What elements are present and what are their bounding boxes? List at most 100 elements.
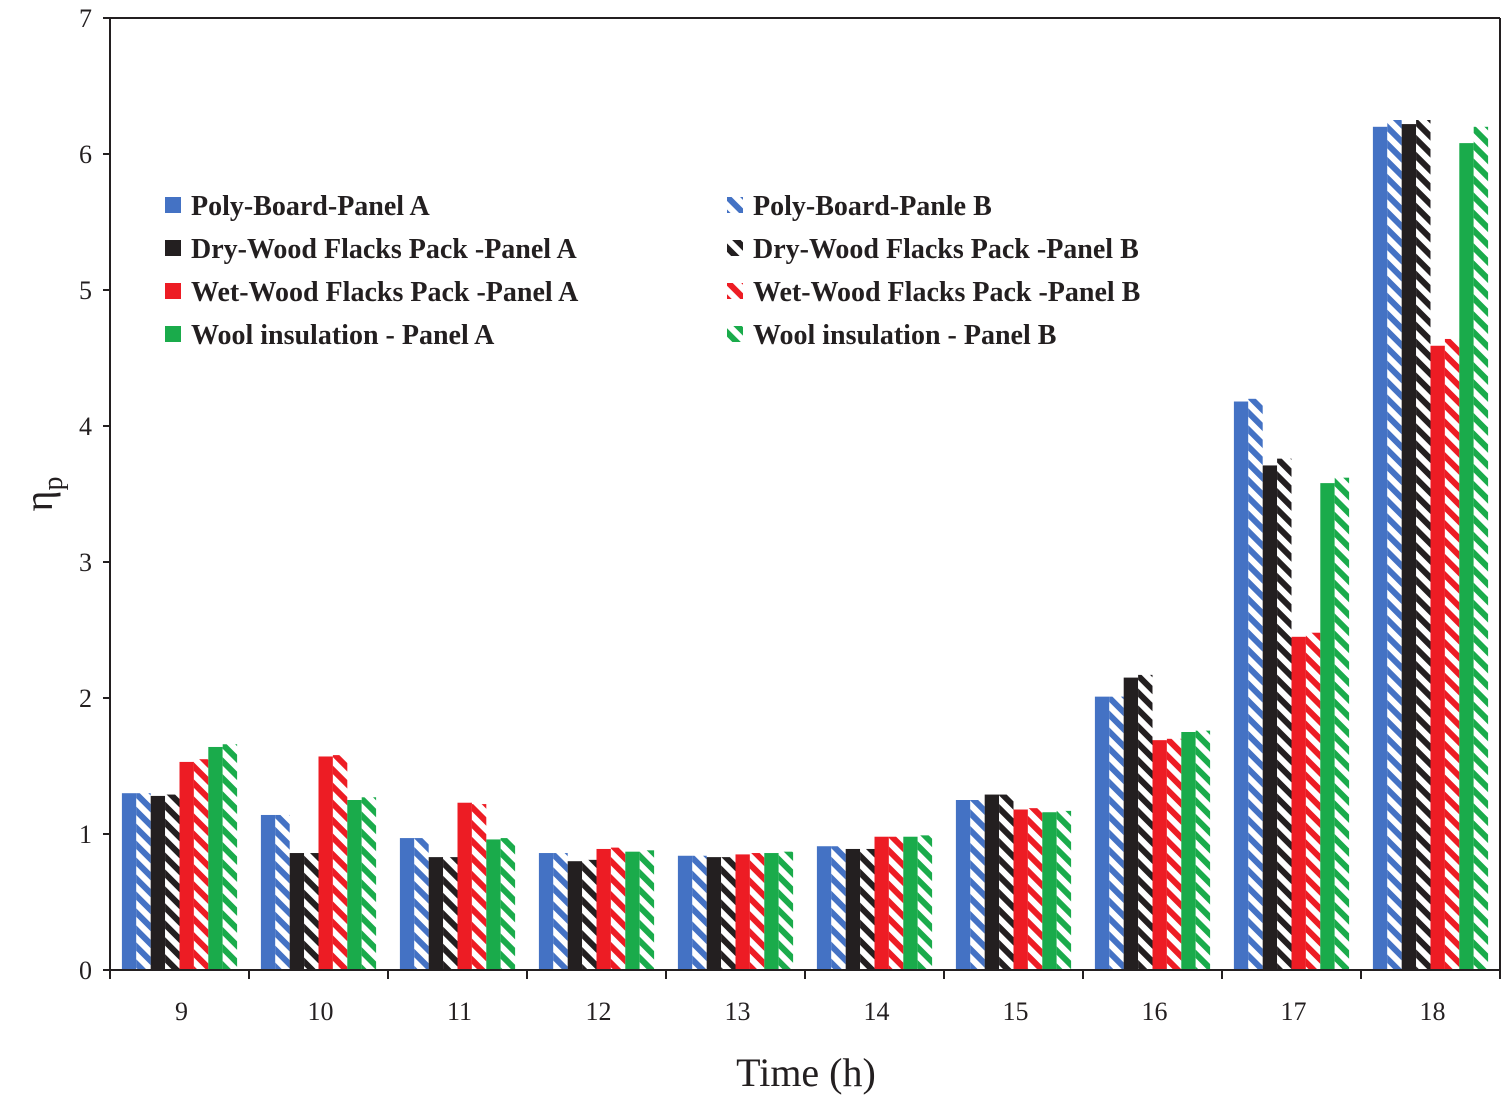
bar-13-series-5 — [735, 854, 750, 970]
bar-16-series-3 — [1123, 677, 1139, 970]
legend-label: Dry-Wood Flacks Pack -Panel A — [191, 234, 578, 265]
y-tick-label: 0 — [79, 956, 92, 985]
bar-12-series-3 — [567, 861, 583, 970]
bar-17-series-4 — [1277, 458, 1292, 970]
bar-14-series-5 — [874, 836, 889, 970]
bar-14-series-6 — [888, 836, 904, 970]
legend-swatch — [727, 197, 743, 213]
bar-17-series-2 — [1248, 398, 1263, 970]
bar-16-series-2 — [1109, 696, 1124, 970]
bar-11-series-5 — [457, 802, 472, 970]
y-tick-label: 5 — [79, 276, 92, 305]
bar-16-series-7 — [1181, 732, 1196, 970]
bar-10-series-5 — [318, 756, 333, 970]
y-axis-title-main: η — [16, 491, 61, 512]
x-tick-label: 18 — [1420, 997, 1446, 1026]
bar-15-series-4 — [999, 794, 1014, 970]
bar-13-series-7 — [764, 853, 779, 970]
bar-9-series-8 — [222, 744, 238, 970]
bar-12-series-4 — [582, 859, 597, 970]
bar-9-series-4 — [165, 794, 180, 970]
y-axis-title: ηp — [16, 477, 69, 512]
y-tick-label: 6 — [79, 140, 92, 169]
bar-13-series-8 — [778, 851, 794, 970]
bar-12-series-8 — [639, 850, 655, 970]
bar-13-series-1 — [677, 855, 693, 970]
bar-15-series-7 — [1042, 812, 1057, 970]
legend-label: Poly-Board-Panel A — [191, 191, 431, 222]
y-tick-label: 3 — [79, 548, 92, 577]
bar-10-series-8 — [361, 797, 377, 970]
bar-9-series-2 — [136, 793, 151, 970]
x-tick-label: 10 — [308, 997, 334, 1026]
y-ticks: 0 1 2 3 4 5 6 7 — [79, 4, 110, 985]
y-axis-title-sub: p — [38, 477, 69, 491]
y-tick-label: 2 — [79, 684, 92, 713]
bar-17-series-3 — [1262, 465, 1278, 970]
bar-18-series-2 — [1387, 120, 1402, 970]
y-tick-label: 1 — [79, 820, 92, 849]
x-axis-title: Time (h) — [736, 1050, 876, 1095]
bar-11-series-2 — [414, 838, 429, 970]
bar-16-series-4 — [1138, 674, 1153, 970]
legend: Poly-Board-Panel A Poly-Board-Panle B Dry-… — [165, 191, 1140, 351]
x-ticks: 9 10 11 12 13 14 15 16 17 18 — [109, 970, 1501, 1026]
legend-label: Wet-Wood Flacks Pack -Panel B — [753, 277, 1140, 308]
bar-17-series-7 — [1320, 483, 1335, 970]
bar-15-series-8 — [1056, 810, 1072, 970]
x-tick-label: 16 — [1142, 997, 1168, 1026]
bar-16-series-8 — [1195, 730, 1211, 970]
x-tick-label: 11 — [447, 997, 472, 1026]
bar-15-series-5 — [1013, 809, 1028, 970]
legend-label: Wool insulation - Panel B — [753, 320, 1056, 351]
bar-12-series-5 — [596, 848, 611, 970]
bar-15-series-1 — [955, 800, 971, 970]
bar-10-series-4 — [304, 853, 319, 970]
x-tick-label: 15 — [1003, 997, 1029, 1026]
bar-13-series-3 — [706, 857, 722, 970]
bar-17-series-1 — [1233, 401, 1249, 970]
bar-11-series-6 — [471, 804, 487, 970]
bar-18-series-7 — [1459, 143, 1474, 970]
y-tick-label: 4 — [79, 412, 92, 441]
x-tick-label: 13 — [725, 997, 751, 1026]
bar-9-series-3 — [150, 795, 166, 970]
bar-14-series-2 — [831, 846, 846, 970]
bar-14-series-1 — [816, 846, 832, 970]
bar-12-series-6 — [610, 847, 626, 970]
bar-11-series-7 — [486, 839, 501, 970]
bar-14-series-8 — [917, 835, 933, 970]
bar-12-series-7 — [625, 851, 640, 970]
legend-swatch — [727, 240, 743, 256]
y-tick-label: 7 — [79, 4, 92, 33]
bar-9-series-7 — [208, 746, 223, 970]
bar-16-series-5 — [1152, 740, 1167, 970]
bar-14-series-3 — [845, 848, 861, 970]
bar-18-series-3 — [1401, 124, 1417, 970]
legend-swatch — [165, 240, 181, 256]
bar-9-series-6 — [193, 759, 209, 970]
x-tick-label: 17 — [1281, 997, 1307, 1026]
bar-10-series-3 — [289, 853, 305, 970]
bar-17-series-8 — [1334, 477, 1350, 970]
legend-label: Poly-Board-Panle B — [753, 191, 992, 222]
bar-11-series-4 — [443, 857, 458, 970]
legend-label: Wet-Wood Flacks Pack -Panel A — [191, 277, 579, 308]
bar-18-series-6 — [1444, 338, 1460, 971]
bar-16-series-6 — [1166, 738, 1182, 970]
bar-10-series-7 — [347, 800, 362, 970]
bar-15-series-3 — [984, 794, 1000, 970]
bar-12-series-1 — [538, 853, 554, 970]
legend-swatch — [727, 283, 743, 299]
bar-13-series-6 — [749, 853, 765, 970]
bar-11-series-3 — [428, 857, 444, 970]
bar-18-series-5 — [1430, 345, 1445, 970]
bar-17-series-5 — [1291, 636, 1306, 970]
bar-10-series-6 — [332, 755, 348, 970]
bar-15-series-6 — [1027, 808, 1043, 970]
bar-12-series-2 — [553, 853, 568, 970]
bar-13-series-2 — [692, 855, 707, 970]
legend-swatch — [165, 326, 181, 342]
bar-9-series-5 — [179, 761, 194, 970]
bar-10-series-1 — [260, 814, 276, 970]
